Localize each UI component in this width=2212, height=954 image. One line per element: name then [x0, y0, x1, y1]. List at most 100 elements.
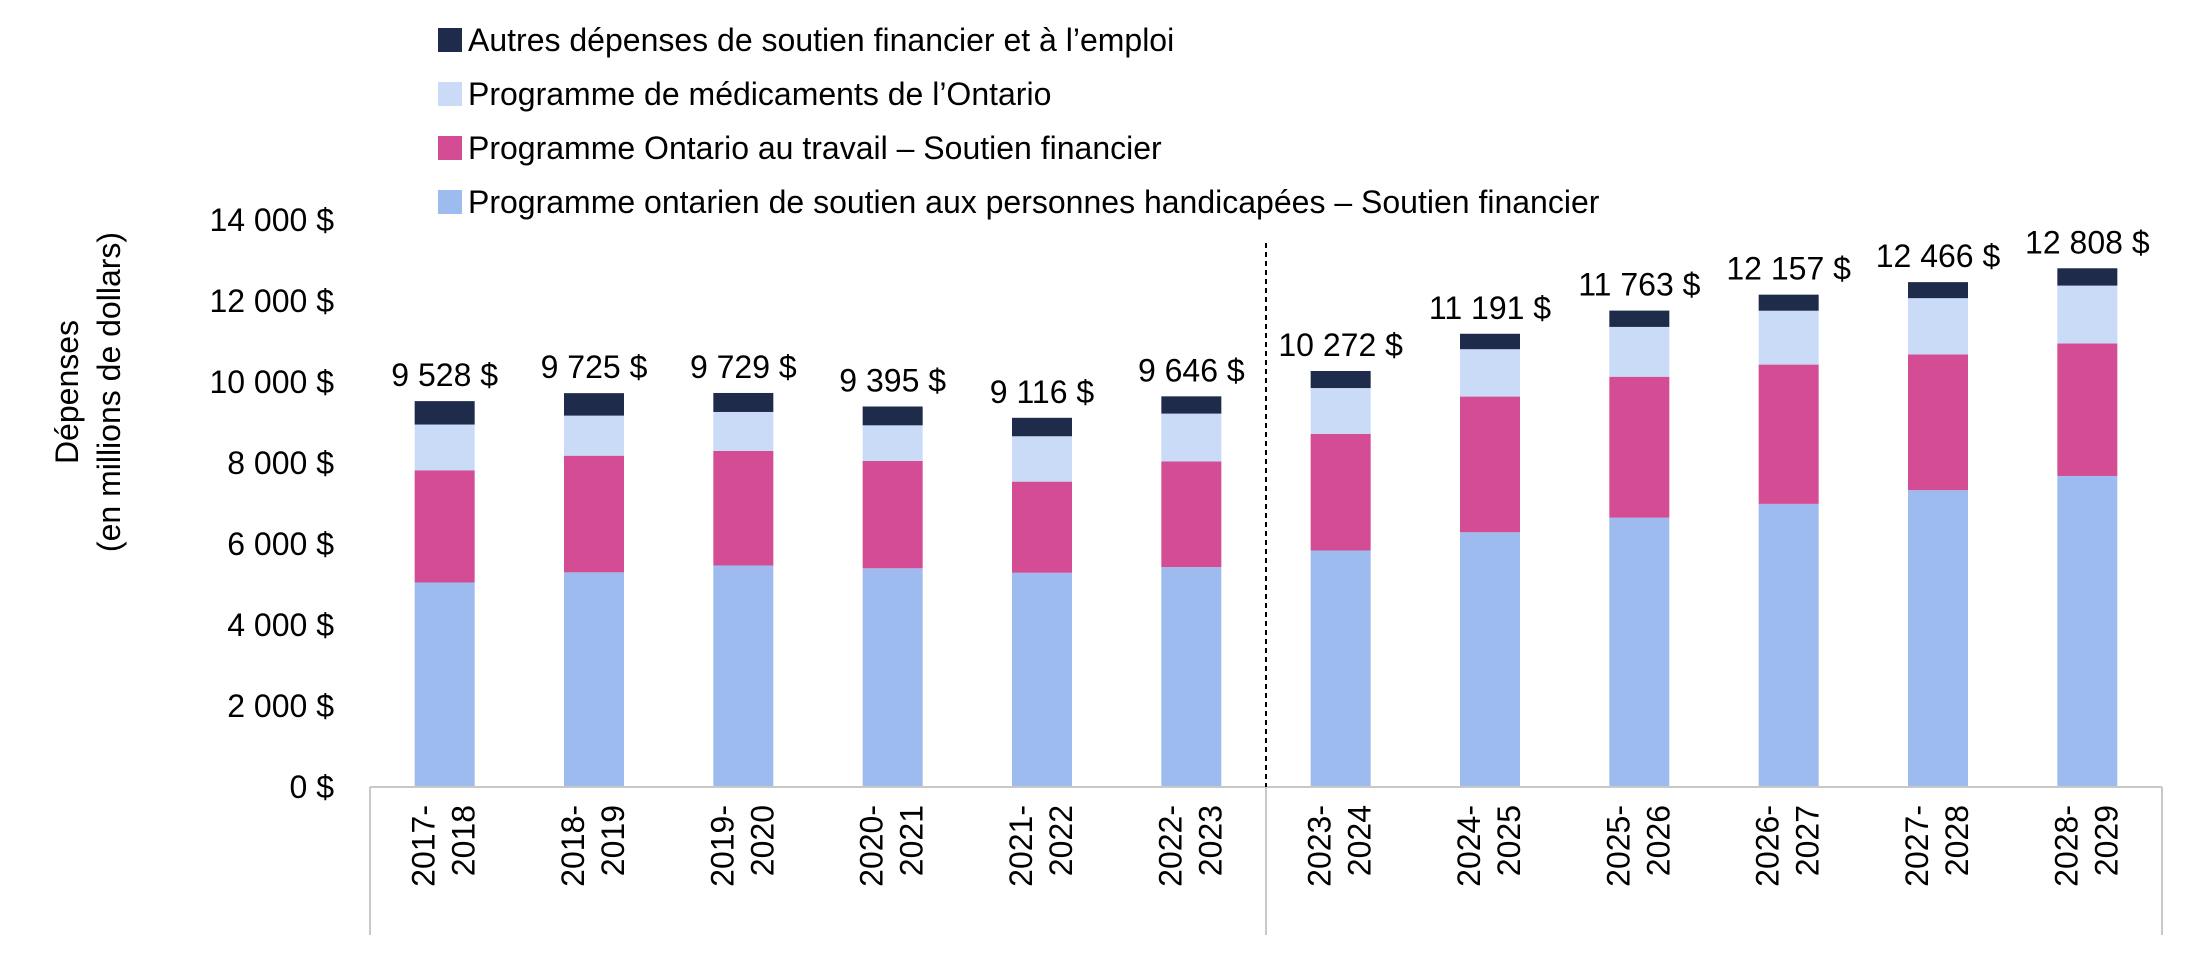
total-labels: 9 528 $ 9 725 $ 9 729 $ 9 395 $ 9 116 $ 9 646…: [391, 224, 2150, 410]
bar-segment: [862, 406, 923, 426]
bar-segment: [1609, 310, 1670, 327]
legend-label: Programme Ontario au travail – Soutien f…: [468, 130, 1162, 166]
x-tick-label: 2024-: [1451, 805, 1487, 887]
x-tick-label: 2026: [1640, 805, 1676, 876]
x-tick-label: 2018: [446, 805, 482, 876]
bar-segment: [1460, 396, 1520, 533]
bar-segment: [713, 392, 774, 412]
y-axis: 0 $ 2 000 $ 4 000 $ 6 000 $ 8 000 $ 10 000 $ 1…: [49, 202, 334, 805]
y-tick-label: 12 000 $: [209, 283, 334, 319]
bar-segment: [1609, 517, 1670, 787]
bar-segment: [1758, 364, 1819, 504]
bar-segment: [1609, 376, 1670, 518]
total-label: 12 466 $: [1876, 238, 2001, 274]
y-axis-title: Dépenses (en millions de dollars): [49, 232, 127, 552]
bar-segment: [713, 411, 774, 451]
x-tick-label: 2024: [1342, 805, 1378, 876]
y-tick-label: 0 $: [290, 769, 335, 805]
x-tick-label: 2022-: [1152, 805, 1188, 887]
bar-segment: [414, 424, 475, 471]
bar-segment: [2057, 343, 2118, 476]
x-tick-label: 2029: [2088, 805, 2124, 876]
y-tick-label: 10 000 $: [209, 364, 334, 400]
legend: Autres dépenses de soutien financier et …: [438, 22, 1600, 220]
bar-segment: [1758, 503, 1819, 787]
bar-segment: [1758, 294, 1819, 311]
bar-segment: [1460, 349, 1520, 397]
bar-segment: [2057, 268, 2118, 286]
total-label: 9 528 $: [391, 357, 498, 393]
x-tick-label: 2019: [595, 805, 631, 876]
bar-segment: [1012, 436, 1072, 482]
x-tick-label: 2025-: [1600, 805, 1636, 887]
x-tick-label: 2020: [744, 805, 780, 876]
total-label: 9 725 $: [541, 349, 648, 385]
bar-segment: [2057, 475, 2118, 787]
bar-segment: [1908, 490, 1968, 787]
bar-segment: [713, 450, 774, 566]
bar-segment: [1161, 413, 1222, 462]
total-label: 12 157 $: [1726, 251, 1851, 287]
total-label: 12 808 $: [2025, 224, 2150, 260]
x-tick-label: 2021: [894, 805, 930, 876]
x-axis: 2017- 2018 2018- 2019 2019- 2020 2020- 2021 2021…: [369, 243, 2163, 935]
bar-segment: [1908, 298, 1968, 355]
x-tick-label: 2022: [1043, 805, 1079, 876]
x-tick-label: 2017-: [406, 805, 442, 887]
bar-segment: [862, 568, 923, 787]
total-label: 11 763 $: [1578, 267, 1700, 303]
bar-segment: [414, 401, 475, 425]
total-label: 9 116 $: [990, 374, 1095, 410]
x-tick-label: 2025: [1491, 805, 1527, 876]
legend-label: Programme ontarien de soutien aux person…: [468, 184, 1600, 220]
bar-segment: [564, 393, 624, 416]
bar-segment: [1460, 532, 1520, 787]
bar-segment: [713, 565, 774, 787]
bar-segment: [1758, 310, 1819, 365]
bar-segment: [2057, 285, 2118, 344]
x-tick-label: 2026-: [1750, 805, 1786, 887]
legend-label: Programme de médicaments de l’Ontario: [468, 76, 1051, 112]
x-tick-label: 2023: [1192, 805, 1228, 876]
x-tick-label: 2028: [1939, 805, 1975, 876]
bar-segment: [1310, 388, 1371, 434]
bar-segment: [414, 582, 475, 787]
total-label: 9 729 $: [690, 349, 797, 385]
y-axis-title-line: (en millions de dollars): [91, 232, 127, 552]
bar-segment: [1460, 333, 1520, 350]
bar-segment: [564, 455, 624, 573]
bar-segment: [1161, 567, 1222, 787]
legend-swatch: [438, 28, 462, 52]
total-label: 10 272 $: [1278, 327, 1403, 363]
legend-swatch: [438, 82, 462, 106]
bar-segment: [1161, 396, 1222, 414]
bar-segment: [1012, 417, 1072, 437]
bars: [414, 268, 2118, 787]
bar-segment: [1609, 326, 1670, 377]
x-tick-label: 2028-: [2048, 805, 2084, 887]
bar-segment: [1310, 370, 1371, 389]
total-label: 11 191 $: [1429, 290, 1551, 326]
bar-segment: [564, 415, 624, 456]
total-label: 9 646 $: [1138, 352, 1245, 388]
x-tick-label: 2019-: [704, 805, 740, 887]
bar-segment: [1310, 433, 1371, 551]
bar-segment: [564, 572, 624, 787]
x-tick-label: 2021-: [1003, 805, 1039, 887]
bar-segment: [1908, 354, 1968, 491]
legend-swatch: [438, 190, 462, 214]
bar-segment: [1012, 481, 1072, 573]
y-axis-title-line: Dépenses: [49, 320, 85, 464]
y-tick-label: 8 000 $: [227, 445, 334, 481]
x-tick-label: 2020-: [854, 805, 890, 887]
bar-segment: [1908, 282, 1968, 299]
x-tick-label: 2027-: [1899, 805, 1935, 887]
legend-swatch: [438, 136, 462, 160]
bar-segment: [1310, 550, 1371, 787]
total-label: 9 395 $: [839, 363, 946, 399]
bar-segment: [862, 460, 923, 569]
bar-segment: [414, 470, 475, 583]
x-tick-label: 2018-: [555, 805, 591, 887]
y-tick-label: 6 000 $: [227, 526, 334, 562]
